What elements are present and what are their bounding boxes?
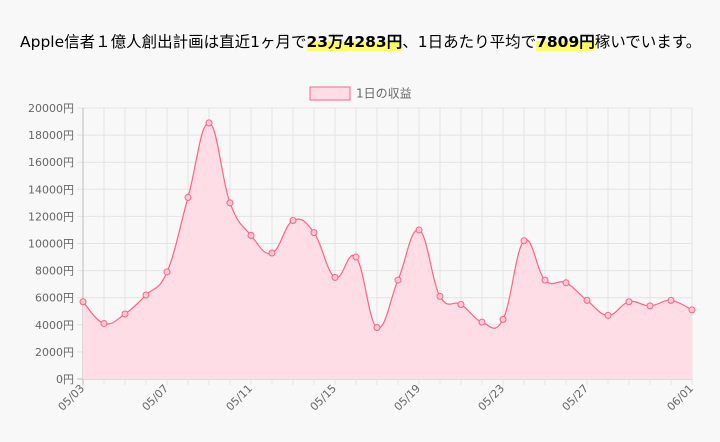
y-tick-label: 20000円 — [28, 102, 74, 115]
data-point — [331, 273, 339, 281]
data-point — [268, 249, 276, 257]
data-point — [352, 253, 360, 261]
x-tick-label: 05/03 — [56, 382, 88, 414]
area-layer — [82, 122, 693, 380]
y-tick-label: 18000円 — [28, 129, 74, 142]
x-tick-label: 05/07 — [140, 382, 172, 414]
y-tick-label: 12000円 — [28, 210, 74, 223]
data-point — [667, 296, 675, 304]
y-tick-label: 4000円 — [35, 319, 74, 332]
data-point — [520, 237, 528, 245]
data-point — [646, 302, 654, 310]
y-axis: 0円 2000円 4000円 6000円 8000円 10000円 12000円 14000円… — [28, 102, 74, 386]
data-point — [142, 291, 150, 299]
headline-text-1: Apple信者１億人創出計画は直近1ヶ月で — [20, 33, 307, 51]
x-tick-label: 05/11 — [224, 382, 256, 414]
data-point — [205, 119, 213, 127]
data-point — [163, 268, 171, 276]
headline-total-amount: 23万4283円 — [306, 33, 403, 51]
x-tick-label: 05/27 — [560, 382, 592, 414]
headline: Apple信者１億人創出計画は直近1ヶ月で23万4283円、1日あたり平均で78… — [20, 31, 701, 53]
data-point — [499, 315, 507, 323]
x-tick-label: 05/23 — [476, 382, 508, 414]
data-point — [415, 226, 423, 234]
data-point — [562, 279, 570, 287]
x-tick-label: 06/01 — [665, 382, 697, 414]
data-point — [79, 298, 87, 306]
legend[interactable]: 1日の収益 — [309, 86, 412, 101]
legend-label: 1日の収益 — [356, 87, 412, 101]
data-point — [604, 311, 612, 319]
x-axis: 05/03 05/07 05/11 05/15 05/19 05/23 05/27 06/01 — [56, 382, 697, 414]
headline-text-3: 稼いでいます。 — [594, 33, 702, 51]
data-point — [184, 193, 192, 201]
y-tick-label: 8000円 — [35, 265, 74, 278]
y-tick-label: 2000円 — [35, 346, 74, 359]
legend-swatch — [309, 86, 351, 101]
data-point — [121, 310, 129, 318]
y-tick-label: 0円 — [56, 373, 74, 386]
y-tick-label: 14000円 — [28, 183, 74, 196]
data-point — [688, 306, 696, 314]
data-point — [541, 276, 549, 284]
data-point — [100, 319, 108, 327]
y-tick-label: 10000円 — [28, 238, 74, 251]
data-point — [226, 199, 234, 207]
data-point — [247, 231, 255, 239]
data-point — [394, 276, 402, 284]
data-point — [478, 318, 486, 326]
data-point — [436, 292, 444, 300]
x-tick-label: 05/15 — [308, 382, 340, 414]
data-point — [373, 324, 381, 332]
point-layer — [79, 119, 696, 332]
data-point — [457, 300, 465, 308]
headline-average-amount: 7809円 — [536, 33, 595, 51]
y-tick-label: 16000円 — [28, 156, 74, 169]
data-point — [310, 229, 318, 237]
series-area-fill — [83, 122, 692, 380]
data-point — [625, 298, 633, 306]
data-point — [583, 296, 591, 304]
data-point — [289, 216, 297, 224]
y-tick-label: 6000円 — [35, 292, 74, 305]
x-tick-label: 05/19 — [392, 382, 424, 414]
headline-text-2: 、1日あたり平均で — [402, 33, 537, 51]
